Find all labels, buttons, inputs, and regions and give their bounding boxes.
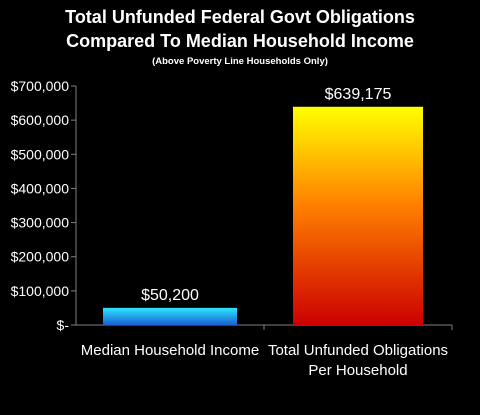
chart-bars (103, 106, 423, 325)
y-axis-ticks: $- $100,000 $200,000 $300,000 $400,000 $500,0… (11, 78, 76, 333)
chart-subtitle: (Above Poverty Line Households Only) (152, 56, 328, 67)
chart-title-line-2: Compared To Median Household Income (66, 31, 414, 51)
bar-2 (293, 106, 423, 325)
y-tick-label: $700,000 (11, 78, 70, 94)
y-tick-label: $600,000 (11, 112, 70, 128)
y-tick-label: $500,000 (11, 146, 70, 162)
category-label: Total Unfunded Obligations (268, 342, 448, 359)
chart-title-line-1: Total Unfunded Federal Govt Obligations (65, 7, 415, 27)
y-tick-label: $300,000 (11, 215, 70, 231)
bar-1 (103, 307, 237, 325)
y-tick-label: $- (57, 317, 70, 333)
bar-value-label: $639,175 (325, 86, 392, 103)
y-tick-label: $200,000 (11, 249, 70, 265)
bar-value-label: $50,200 (141, 287, 199, 304)
category-label: Median Household Income (81, 342, 259, 359)
data-labels: $50,200 $639,175 (141, 86, 391, 304)
y-tick-label: $400,000 (11, 180, 70, 196)
category-label: Per Household (308, 362, 407, 379)
category-labels: Median Household Income Total Unfunded Ob… (81, 342, 448, 379)
y-tick-label: $100,000 (11, 283, 70, 299)
